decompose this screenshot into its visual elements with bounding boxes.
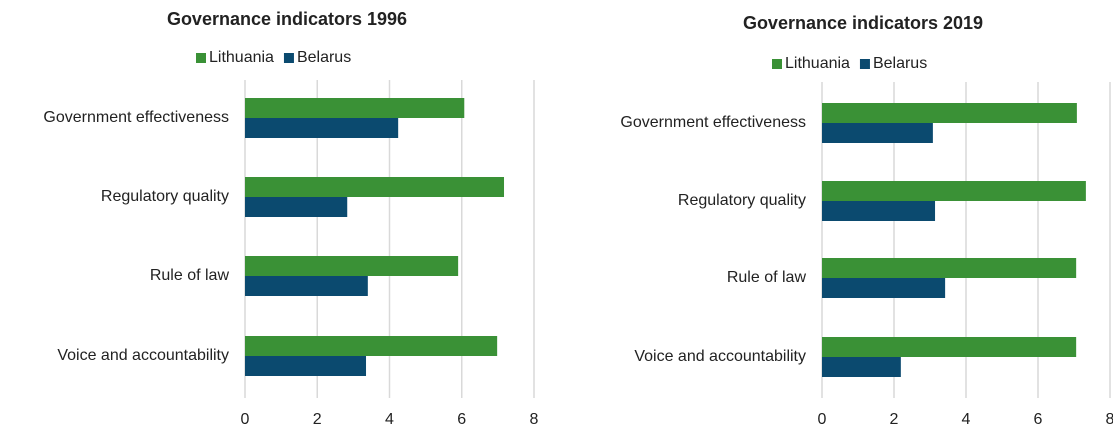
y-tick-label: Voice and accountability bbox=[57, 347, 229, 364]
y-tick-label: Regulatory quality bbox=[678, 192, 806, 209]
bar bbox=[245, 336, 498, 356]
chart-title: Governance indicators 2019 bbox=[743, 13, 983, 33]
bar bbox=[822, 357, 901, 377]
legend-swatch bbox=[859, 59, 870, 69]
x-tick-label: 6 bbox=[1034, 411, 1043, 427]
legend-swatch bbox=[196, 53, 206, 63]
x-tick-label: 2 bbox=[313, 411, 322, 427]
legend-swatch bbox=[283, 53, 294, 63]
y-tick-label: Regulatory quality bbox=[101, 188, 229, 205]
x-tick-label: 4 bbox=[962, 411, 971, 427]
x-tick-label: 8 bbox=[530, 411, 539, 427]
x-tick-label: 4 bbox=[385, 411, 394, 427]
y-tick-label: Government effectiveness bbox=[620, 114, 806, 131]
y-tick-label: Voice and accountability bbox=[634, 348, 806, 365]
x-tick-label: 8 bbox=[1106, 411, 1113, 427]
y-tick-label: Rule of law bbox=[150, 267, 230, 284]
x-tick-label: 2 bbox=[890, 411, 899, 427]
legend-label: Belarus bbox=[297, 49, 351, 66]
x-tick-label: 0 bbox=[818, 411, 827, 427]
chart-title: Governance indicators 1996 bbox=[167, 9, 407, 29]
x-tick-label: 6 bbox=[457, 411, 466, 427]
y-tick-label: Rule of law bbox=[727, 269, 807, 286]
legend-swatch bbox=[772, 59, 782, 69]
legend-label: Lithuania bbox=[209, 49, 274, 66]
y-tick-label: Government effectiveness bbox=[43, 109, 229, 126]
bar bbox=[822, 201, 936, 221]
bar bbox=[245, 276, 368, 296]
x-tick-label: 0 bbox=[241, 411, 250, 427]
bar bbox=[245, 256, 459, 276]
bar bbox=[822, 103, 1077, 123]
bar bbox=[822, 337, 1077, 357]
legend-label: Belarus bbox=[873, 55, 927, 72]
bar bbox=[822, 181, 1086, 201]
bar bbox=[822, 123, 933, 143]
bar bbox=[822, 278, 946, 298]
bar bbox=[245, 356, 367, 376]
bar bbox=[245, 98, 465, 118]
legend-label: Lithuania bbox=[785, 55, 850, 72]
bar bbox=[245, 177, 505, 197]
bar bbox=[245, 197, 348, 217]
bar bbox=[245, 118, 399, 138]
bar bbox=[822, 258, 1077, 278]
